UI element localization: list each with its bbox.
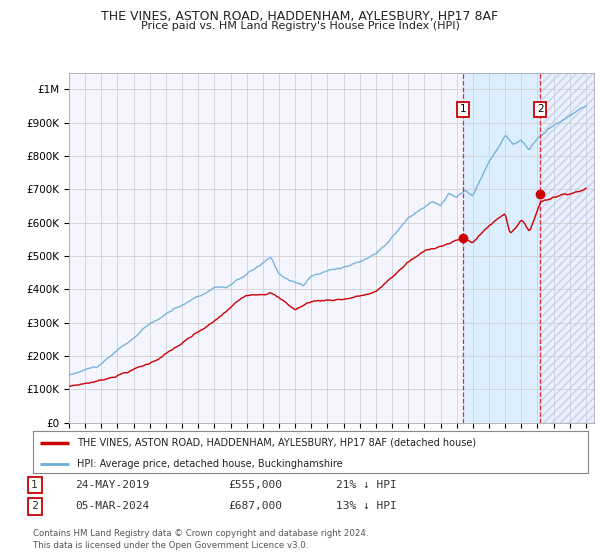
- Text: Contains HM Land Registry data © Crown copyright and database right 2024.
This d: Contains HM Land Registry data © Crown c…: [33, 529, 368, 550]
- Text: 05-MAR-2024: 05-MAR-2024: [75, 501, 149, 511]
- Text: 2: 2: [537, 105, 544, 114]
- Text: 21% ↓ HPI: 21% ↓ HPI: [336, 480, 397, 490]
- Text: 1: 1: [31, 480, 38, 490]
- Bar: [463, 73, 540, 423]
- Text: THE VINES, ASTON ROAD, HADDENHAM, AYLESBURY, HP17 8AF: THE VINES, ASTON ROAD, HADDENHAM, AYLESB…: [101, 10, 499, 23]
- Text: HPI: Average price, detached house, Buckinghamshire: HPI: Average price, detached house, Buck…: [77, 459, 343, 469]
- Text: 13% ↓ HPI: 13% ↓ HPI: [336, 501, 397, 511]
- Bar: [540, 73, 600, 423]
- Text: £687,000: £687,000: [228, 501, 282, 511]
- Text: THE VINES, ASTON ROAD, HADDENHAM, AYLESBURY, HP17 8AF (detached house): THE VINES, ASTON ROAD, HADDENHAM, AYLESB…: [77, 438, 476, 448]
- Text: Price paid vs. HM Land Registry's House Price Index (HPI): Price paid vs. HM Land Registry's House …: [140, 21, 460, 31]
- Text: 2: 2: [31, 501, 38, 511]
- Text: £555,000: £555,000: [228, 480, 282, 490]
- Text: 24-MAY-2019: 24-MAY-2019: [75, 480, 149, 490]
- Text: 1: 1: [460, 105, 466, 114]
